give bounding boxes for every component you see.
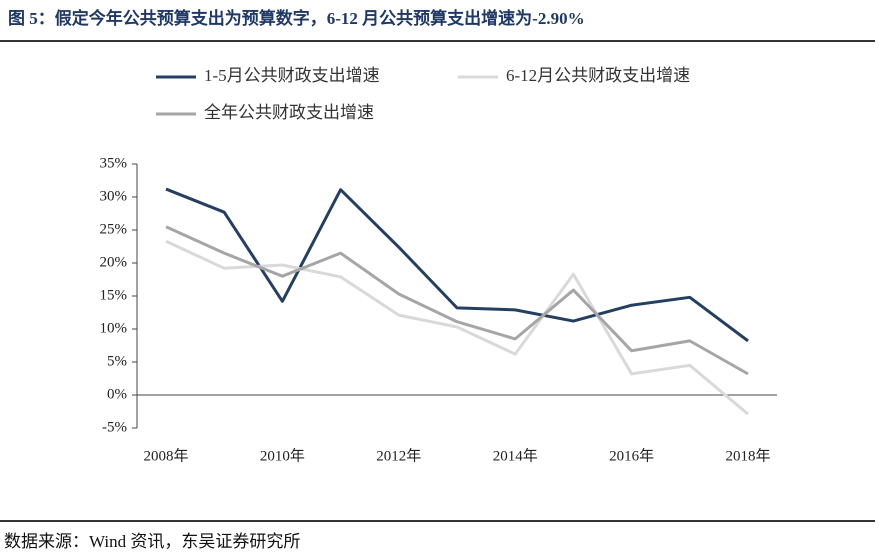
- x-tick-label: 2010年: [260, 447, 305, 464]
- x-tick-label: 2012年: [376, 447, 421, 464]
- legend-label: 1-5月公共财政支出增速: [204, 66, 380, 85]
- x-tick-label: 2016年: [609, 447, 654, 464]
- y-tick-label: 15%: [100, 287, 128, 303]
- chart-title: 图 5：假定今年公共预算支出为预算数字，6-12 月公共预算支出增速为-2.90…: [8, 8, 585, 28]
- y-tick-label: 30%: [100, 188, 128, 204]
- legend-label: 6-12月公共财政支出增速: [506, 66, 690, 85]
- y-tick-label: -5%: [102, 419, 127, 435]
- y-tick-label: 25%: [100, 221, 128, 237]
- y-tick-label: 0%: [107, 386, 127, 402]
- x-tick-label: 2014年: [493, 447, 538, 464]
- x-tick-label: 2008年: [143, 447, 188, 464]
- y-tick-label: 5%: [107, 353, 127, 369]
- x-tick-label: 2018年: [725, 447, 770, 464]
- y-tick-label: 10%: [100, 320, 128, 336]
- legend-label: 全年公共财政支出增速: [204, 103, 374, 122]
- y-tick-label: 35%: [100, 155, 128, 171]
- series-line: [165, 239, 749, 416]
- series-line: [165, 225, 749, 376]
- y-tick-label: 20%: [100, 254, 128, 270]
- series-line: [165, 187, 749, 343]
- source: 数据来源：Wind 资讯，东吴证券研究所: [4, 532, 300, 551]
